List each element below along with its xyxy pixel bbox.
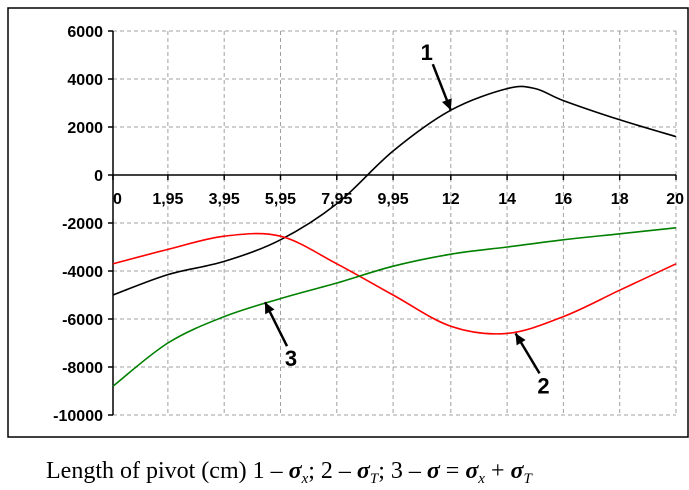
x-tick-label: 14 (498, 191, 516, 208)
x-tick-label: 9,95 (378, 191, 409, 208)
tick-labels: 6000 4000 2000 0 -2000 -4000 -6000 -8000 -10000 0… (53, 24, 684, 425)
x-tick-label: 20 (666, 191, 684, 208)
caption-part2-prefix: ; 2 – (308, 458, 357, 484)
y-tick-label: 0 (94, 168, 103, 185)
x-tick-label: 18 (611, 191, 629, 208)
x-tick-label: 16 (555, 191, 573, 208)
series-line-3 (112, 227, 677, 387)
x-tick-label: 3,95 (209, 191, 240, 208)
x-tick-label: 0 (113, 191, 122, 208)
annotation-arrow-head (442, 98, 452, 111)
x-tick-label: 1,95 (152, 191, 183, 208)
caption-part3-prefix: ; 3 – (378, 458, 427, 484)
y-tick-label: 2000 (67, 120, 103, 137)
curve-label-1: 1 (421, 40, 433, 65)
series-line-1 (112, 85, 677, 296)
x-tick-label: 7,95 (321, 191, 352, 208)
caption-eq: = (440, 458, 466, 484)
series-group (112, 85, 677, 387)
y-tick-label: -10000 (53, 408, 103, 425)
y-tick-label: 6000 (67, 24, 103, 41)
series-line-2 (112, 232, 677, 335)
y-tick-label: -8000 (62, 360, 103, 377)
curve-annotations: 123 (263, 40, 550, 398)
caption: Length of pivot (cm) 1 – σx; 2 – σT; 3 –… (46, 458, 533, 487)
caption-sigma-3b: σ (465, 458, 479, 484)
caption-sigma-1: σ (289, 458, 303, 484)
annotation-arrow-head (265, 302, 275, 315)
curve-label-2: 2 (537, 373, 549, 398)
grid (113, 30, 677, 416)
caption-sub-1: x (301, 471, 309, 487)
caption-sub-3c: T (523, 471, 533, 487)
caption-sub-2: T (370, 471, 380, 487)
x-tick-label: 5,95 (265, 191, 296, 208)
caption-prefix: Length of pivot (cm) 1 – (46, 458, 289, 484)
caption-sub-3b: x (477, 471, 485, 487)
y-tick-label: -2000 (62, 216, 103, 233)
caption-sigma-3c: σ (511, 458, 525, 484)
caption-sigma-2: σ (357, 458, 371, 484)
y-tick-label: 4000 (67, 72, 103, 89)
y-tick-label: -4000 (62, 264, 103, 281)
x-tick-label: 12 (442, 191, 460, 208)
axes (108, 30, 677, 416)
curve-label-3: 3 (285, 346, 297, 371)
y-tick-label: -6000 (62, 312, 103, 329)
caption-sigma-3: σ (427, 458, 441, 484)
caption-plus: + (485, 458, 511, 484)
annotation-arrow-head (515, 333, 526, 346)
